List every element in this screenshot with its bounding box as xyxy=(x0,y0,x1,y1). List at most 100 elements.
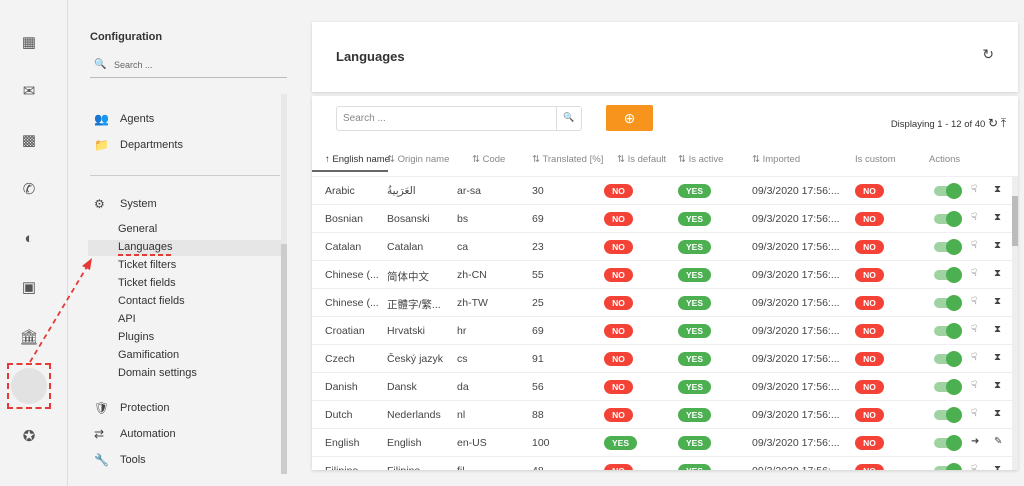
column-header[interactable]: ⇅ Is default xyxy=(617,154,667,165)
sidebar-subitem[interactable]: Domain settings xyxy=(118,367,197,379)
active-toggle[interactable] xyxy=(934,407,962,423)
sidebar-subitem[interactable]: Gamification xyxy=(118,349,180,361)
column-header[interactable]: Is custom xyxy=(855,154,896,165)
table-row[interactable]: Chinese (... 简体中文 zh-CN 55 NO YES NO 09/3/2020 … xyxy=(312,260,1012,288)
active-toggle[interactable] xyxy=(934,183,962,199)
phone-icon[interactable]: ✆ xyxy=(22,181,36,198)
mail-icon[interactable]: ✉ xyxy=(22,83,36,100)
table-row[interactable]: Dutch Nederlands nl 88 NO YES NO 09/3/2020 17:5… xyxy=(312,400,1012,428)
column-header[interactable]: ⇅ Is active xyxy=(678,154,724,165)
set-default-icon[interactable]: ☟ xyxy=(971,296,978,307)
active-toggle[interactable] xyxy=(934,463,962,470)
table-row[interactable]: Filipino Filipino fil 48 NO YES NO 09/3/2020 17… xyxy=(312,456,1012,470)
bank-icon[interactable]: 🏛 xyxy=(19,329,39,346)
table-row[interactable]: Czech Český jazyk cs 91 NO YES NO 09/3/2020 17:… xyxy=(312,344,1012,372)
cell: 09/3/2020 17:56:... xyxy=(752,185,840,197)
import-icon[interactable]: ⧗ xyxy=(994,380,1002,391)
divider xyxy=(67,0,68,486)
active-toggle[interactable] xyxy=(934,211,962,227)
selected-item-bg xyxy=(88,240,281,256)
import-icon[interactable]: ⧗ xyxy=(994,184,1002,195)
table-search-input[interactable]: Search ... 🔍 xyxy=(336,106,582,131)
import-icon[interactable]: ⧗ xyxy=(994,324,1002,335)
set-default-icon[interactable]: ☟ xyxy=(971,240,978,251)
import-icon[interactable]: ⧗ xyxy=(994,352,1002,363)
table-row[interactable]: English English en-US 100 YES YES NO 09/3/2020 … xyxy=(312,428,1012,456)
cell: 09/3/2020 17:56:... xyxy=(752,269,840,281)
active-toggle[interactable] xyxy=(934,323,962,339)
status-badge: YES xyxy=(678,296,711,310)
import-icon[interactable]: ⧗ xyxy=(994,408,1002,419)
table-row[interactable]: Catalan Catalan ca 23 NO YES NO 09/3/2020 17:56… xyxy=(312,232,1012,260)
column-header[interactable]: ⇅ Imported xyxy=(752,154,801,165)
set-default-icon[interactable]: ☟ xyxy=(971,184,978,195)
table-scrollbar[interactable] xyxy=(1012,176,1018,470)
star-icon[interactable]: ✪ xyxy=(22,428,36,445)
shield-icon: 🛡 xyxy=(94,401,110,415)
active-toggle[interactable] xyxy=(934,295,962,311)
sidebar-subitem[interactable]: Ticket fields xyxy=(118,277,176,289)
set-default-icon[interactable]: ☟ xyxy=(971,268,978,279)
active-toggle[interactable] xyxy=(934,351,962,367)
column-header[interactable]: ⇅ Code xyxy=(472,154,506,165)
table-row[interactable]: Croatian Hrvatski hr 69 NO YES NO 09/3/2020 17:… xyxy=(312,316,1012,344)
column-header[interactable]: ⇅ Origin name xyxy=(387,154,450,165)
active-toggle[interactable] xyxy=(934,435,962,451)
status-badge: NO xyxy=(855,212,884,226)
default-icon[interactable]: ➜ xyxy=(971,436,980,447)
sidebar-search-input[interactable]: 🔍 Search ... xyxy=(90,54,287,78)
chat-icon[interactable]: ▩ xyxy=(21,132,37,149)
set-default-icon[interactable]: ☟ xyxy=(971,408,978,419)
import-icon[interactable]: ⧗ xyxy=(994,464,1002,470)
sidebar-subitem[interactable]: API xyxy=(118,313,136,325)
sidebar-subitem[interactable]: Ticket filters xyxy=(118,259,177,271)
sidebar-subitem[interactable]: General xyxy=(118,223,158,235)
cell: 69 xyxy=(532,325,544,337)
sidebar-item[interactable]: 🔧 Tools xyxy=(94,453,146,467)
cell: Arabic xyxy=(325,185,355,197)
edit-icon[interactable]: ✎ xyxy=(994,436,1003,447)
column-header[interactable]: ⇅ Translated [%] xyxy=(532,154,604,165)
set-default-icon[interactable]: ☟ xyxy=(971,324,978,335)
table-row[interactable]: Arabic العَرَبِيةُ ar-sa 30 NO YES NO 09/3/2020… xyxy=(312,176,1012,204)
search-icon: 🔍 xyxy=(94,59,107,70)
import-icon[interactable]: ⧗ xyxy=(994,240,1002,251)
cell: Dansk xyxy=(387,381,417,393)
set-default-icon[interactable]: ☟ xyxy=(971,212,978,223)
table-row[interactable]: Danish Dansk da 56 NO YES NO 09/3/2020 17:56:..… xyxy=(312,372,1012,400)
add-language-button[interactable]: ⊕ xyxy=(606,105,653,131)
active-toggle[interactable] xyxy=(934,267,962,283)
column-header[interactable]: ↑ English name xyxy=(325,154,390,165)
active-toggle[interactable] xyxy=(934,239,962,255)
displaying-text: Displaying 1 - 12 of 40 xyxy=(890,119,986,130)
table-row[interactable]: Chinese (... 正體字/繁... zh-TW 25 NO YES NO 09/3/2… xyxy=(312,288,1012,316)
import-icon[interactable]: ⧗ xyxy=(994,268,1002,279)
contacts-icon[interactable]: ▣ xyxy=(21,279,37,296)
sidebar-subitem[interactable]: Plugins xyxy=(118,331,155,343)
refresh-icon[interactable]: ↻ xyxy=(982,46,994,62)
sidebar-item[interactable]: ⇄ Automation xyxy=(94,427,176,441)
sidebar-item[interactable]: 👥 Agents xyxy=(94,112,154,126)
set-default-icon[interactable]: ☟ xyxy=(971,352,978,363)
dashboard-icon[interactable]: ▦ xyxy=(21,34,37,51)
import-icon[interactable]: ⧗ xyxy=(994,212,1002,223)
set-default-icon[interactable]: ☟ xyxy=(971,380,978,391)
sidebar-item[interactable]: 📁 Departments xyxy=(94,138,183,152)
search-icon[interactable]: 🔍 xyxy=(556,107,581,130)
sidebar-item-label: Automation xyxy=(120,428,176,440)
import-icon[interactable]: ⧗ xyxy=(994,296,1002,307)
sidebar-item[interactable]: 🛡 Protection xyxy=(94,401,170,415)
column-header[interactable]: Actions xyxy=(929,154,960,165)
sidebar-item[interactable]: ⚙ System xyxy=(94,197,157,211)
cell: ar-sa xyxy=(457,185,481,197)
cell: 09/3/2020 17:56:... xyxy=(752,437,840,449)
sidebar-scrollbar[interactable] xyxy=(281,94,287,474)
sidebar-subitem[interactable]: Contact fields xyxy=(118,295,185,307)
scroll-top-icon[interactable]: ⤒ xyxy=(1000,116,1006,130)
reports-icon[interactable]: ◐ xyxy=(24,229,34,247)
refresh-icon[interactable]: ↻ xyxy=(987,116,999,130)
sidebar-subitem[interactable]: Languages xyxy=(118,241,173,253)
table-row[interactable]: Bosnian Bosanski bs 69 NO YES NO 09/3/2020 17:5… xyxy=(312,204,1012,232)
active-toggle[interactable] xyxy=(934,379,962,395)
set-default-icon[interactable]: ☟ xyxy=(971,464,978,470)
